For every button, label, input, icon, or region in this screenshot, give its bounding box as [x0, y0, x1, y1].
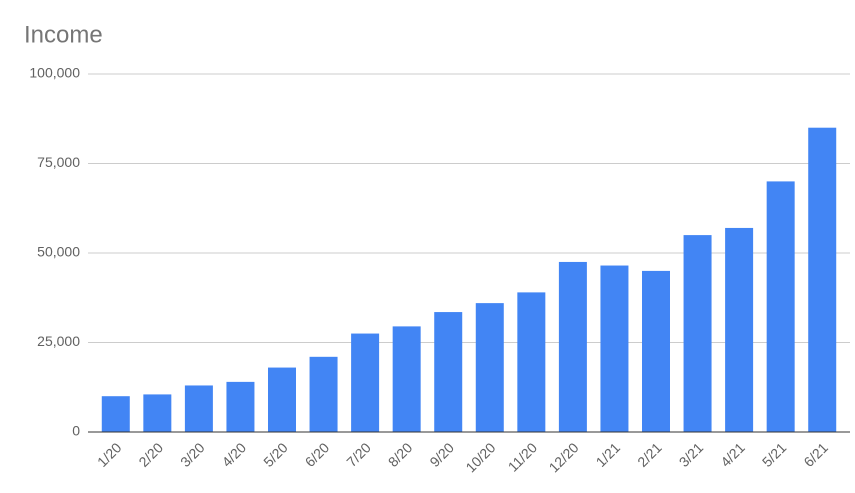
- x-tick-label: 3/20: [177, 439, 208, 470]
- bar: [683, 235, 712, 432]
- bar: [392, 326, 421, 432]
- bar: [226, 381, 255, 432]
- bar: [766, 181, 795, 432]
- x-tick-label: 10/20: [462, 439, 498, 475]
- x-tick-label: 1/20: [94, 439, 125, 470]
- x-tick-label: 1/21: [593, 439, 624, 470]
- x-tick-label: 2/20: [135, 439, 166, 470]
- x-tick-label: 2/21: [634, 439, 665, 470]
- bar: [808, 127, 837, 432]
- y-tick-label: 25,000: [37, 333, 80, 349]
- bar: [517, 292, 546, 432]
- bar: [101, 396, 130, 432]
- y-tick-label: 0: [72, 423, 80, 439]
- chart-title: Income: [24, 21, 103, 48]
- y-tick-label: 75,000: [37, 154, 80, 170]
- x-tick-label: 4/21: [717, 439, 748, 470]
- x-tick-label: 6/21: [800, 439, 831, 470]
- bar: [143, 394, 172, 432]
- bar: [600, 265, 629, 432]
- x-tick-label: 7/20: [343, 439, 374, 470]
- x-tick-label: 9/20: [426, 439, 457, 470]
- bar: [351, 333, 380, 432]
- bar: [725, 227, 754, 432]
- x-tick-label: 5/20: [260, 439, 291, 470]
- y-tick-label: 100,000: [29, 65, 80, 81]
- bar: [268, 367, 296, 432]
- x-tick-label: 8/20: [385, 439, 416, 470]
- x-tick-label: 12/20: [546, 439, 582, 475]
- x-tick-label: 4/20: [219, 439, 250, 470]
- bar: [184, 385, 213, 432]
- x-tick-label: 6/20: [302, 439, 333, 470]
- x-tick-label: 5/21: [759, 439, 790, 470]
- bar: [642, 270, 670, 432]
- y-tick-label: 50,000: [37, 244, 80, 260]
- bar: [475, 303, 504, 432]
- bar: [558, 261, 587, 432]
- bar: [434, 312, 463, 432]
- x-tick-label: 11/20: [505, 439, 541, 475]
- x-tick-label: 3/21: [676, 439, 707, 470]
- bar: [309, 356, 338, 432]
